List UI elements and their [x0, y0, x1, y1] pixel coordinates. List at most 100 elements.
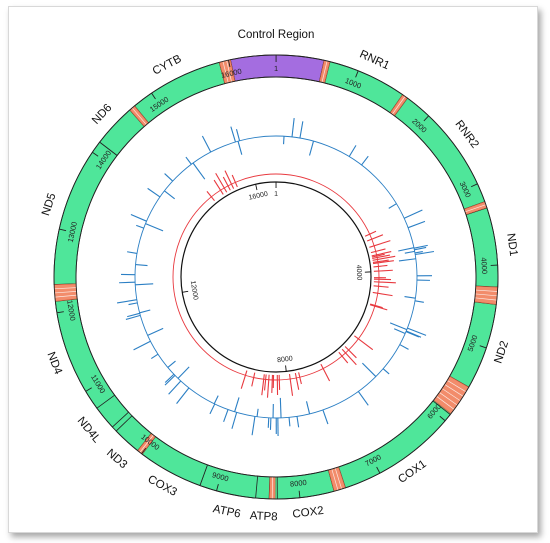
- trna-stripe: [139, 434, 154, 453]
- outer-tick-mark: [85, 387, 92, 392]
- red-variant-bar: [263, 374, 267, 391]
- trna-stripe: [447, 380, 467, 393]
- blue-variant-bar: [322, 409, 329, 425]
- red-variant-bar: [298, 372, 302, 385]
- red-variant-bar: [372, 259, 389, 264]
- blue-variant-bar: [119, 281, 136, 284]
- figure-frame: [8, 6, 538, 533]
- red-variant-bar: [224, 170, 235, 189]
- gene-segment-cytb: [133, 61, 226, 124]
- blue-variant-bar: [133, 340, 151, 351]
- inner-tick-label: 8000: [277, 356, 293, 365]
- blue-variant-bar: [167, 360, 176, 368]
- outer-tick-mark: [141, 447, 147, 454]
- blue-variant-bar: [308, 140, 315, 156]
- blue-variant-bar: [404, 295, 416, 299]
- blue-variant-bar: [128, 302, 138, 306]
- blue-variant-bar: [267, 417, 270, 428]
- inner-tick-label: 1: [274, 191, 278, 198]
- gene-label-nd1: ND1: [504, 233, 519, 257]
- red-variant-bar: [341, 348, 357, 366]
- outer-tick-mark: [479, 345, 487, 349]
- blue-variant-bar: [231, 412, 238, 429]
- trna-stripe: [391, 96, 406, 115]
- blue-variant-bar: [234, 397, 240, 412]
- ring-inner-border: [75, 76, 477, 478]
- blue-variant-bar: [145, 223, 164, 232]
- gene-ring: [53, 54, 499, 500]
- gene-label-rnr2: RNR2: [452, 118, 480, 150]
- red-variant-bar: [370, 248, 386, 254]
- trna-stripe: [436, 396, 455, 410]
- red-variant-bar: [369, 304, 388, 311]
- red-variant-bar: [338, 351, 349, 364]
- blue-variant-bar: [357, 391, 369, 406]
- blue-variant-bar: [150, 353, 159, 359]
- blue-variant-bar: [164, 375, 176, 386]
- red-variant-bar: [222, 176, 231, 191]
- red-variant-bar: [288, 373, 294, 396]
- blue-variant-bar: [305, 401, 311, 415]
- inner-tick-label: 12000: [189, 280, 199, 300]
- outer-tick-label: 1: [274, 64, 278, 73]
- blue-variant-bar: [136, 224, 144, 229]
- blue-variant-bar: [389, 322, 408, 331]
- gene-labels: RNR1RNR2ND1ND2COX1COX2ATP8ATP6COX3ND3ND4…: [40, 29, 519, 523]
- trna-stripe: [444, 384, 464, 397]
- red-variant-bar: [372, 255, 396, 261]
- inner-tick-label: 4000: [355, 265, 363, 281]
- trna-stripe: [475, 289, 498, 292]
- red-variant-bar: [320, 363, 331, 382]
- blue-variant-bar: [291, 117, 295, 137]
- blue-variant-bar: [127, 312, 140, 318]
- blue-variant-bar: [213, 395, 219, 404]
- blue-variant-bar: [403, 209, 423, 219]
- blue-variant-bar: [209, 403, 216, 415]
- gene-label-nd6: ND6: [90, 102, 114, 127]
- blue-variant-bar: [413, 244, 428, 249]
- blue-variant-bar: [223, 409, 229, 422]
- trna-stripe: [334, 467, 343, 490]
- blue-variant-bar: [164, 373, 175, 383]
- blue-variant-bar: [192, 162, 206, 180]
- trna-stripe: [54, 287, 77, 290]
- outer-tick-mark: [298, 490, 301, 498]
- blue-variant-bar: [125, 314, 141, 320]
- trna-stripe: [54, 291, 77, 294]
- blue-track-baseline: [134, 135, 418, 419]
- blue-variant-bar: [404, 250, 415, 254]
- blue-variant-bar: [168, 380, 182, 395]
- red-variant-bar: [294, 372, 300, 390]
- red-variant-bar: [251, 372, 256, 387]
- inner-tick-mark: [182, 290, 189, 293]
- gene-label-cytb: CYTB: [151, 53, 184, 78]
- trna-stripe: [439, 392, 458, 406]
- blue-variant-bar: [388, 203, 397, 209]
- blue-variant-bar: [296, 416, 300, 428]
- blue-variant-bar: [398, 258, 416, 262]
- gene-segment-atp6: [199, 464, 259, 499]
- red-variant-bar: [372, 291, 393, 297]
- outer-tick-mark: [376, 466, 381, 474]
- outer-tick-mark: [59, 228, 67, 232]
- red-variant-bar: [371, 251, 392, 257]
- trna-stripe: [222, 61, 229, 83]
- red-variant-bar: [373, 285, 389, 288]
- inner-tick-label: 16000: [248, 191, 269, 202]
- red-variant-bar: [354, 335, 374, 351]
- red-variant-bar: [266, 374, 270, 398]
- blue-variant-bar: [230, 126, 236, 143]
- gene-label-atp8: ATP8: [249, 510, 278, 523]
- gene-segment-nd1: [465, 207, 499, 288]
- blue-variant-bar: [414, 246, 427, 251]
- outer-tick-mark: [228, 60, 231, 68]
- gene-label-nd5: ND5: [40, 192, 58, 218]
- trna-stripe: [331, 468, 339, 491]
- blue-variant-bar: [398, 247, 415, 252]
- blue-variant-bar: [382, 368, 390, 375]
- trna-stripe: [464, 204, 486, 213]
- outer-tick-label: 13000: [66, 221, 79, 243]
- blue-variant-bar: [251, 416, 256, 436]
- red-variant-track: [172, 170, 396, 398]
- red-variant-bar: [366, 234, 384, 242]
